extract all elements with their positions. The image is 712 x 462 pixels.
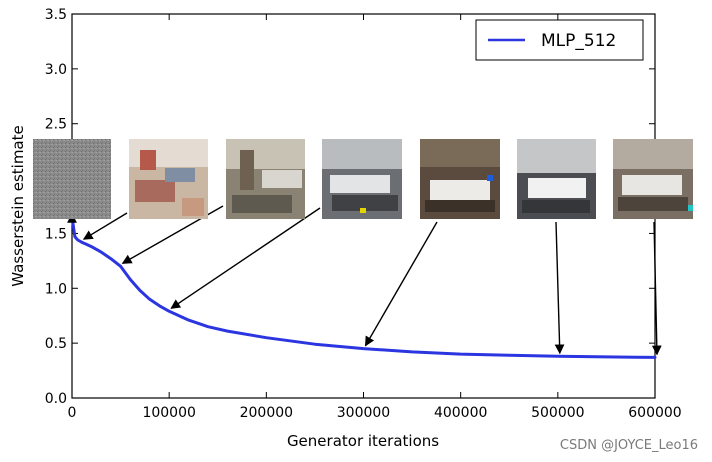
y-tick-label: 1.0 (45, 281, 67, 297)
y-tick-label: 3.5 (45, 7, 67, 23)
y-tick-label: 2.5 (45, 117, 67, 133)
x-tick-label: 0 (68, 405, 77, 421)
sample-image-bedroom-3 (613, 139, 693, 219)
y-tick-label: 0.0 (45, 391, 67, 407)
legend-label: MLP_512 (541, 31, 616, 51)
x-tick-label: 600000 (628, 405, 681, 421)
y-axis-label: Wasserstein estimate (9, 125, 27, 286)
sample-image-room-1 (322, 139, 402, 219)
x-tick-label: 200000 (240, 405, 293, 421)
y-tick-label: 1.5 (45, 226, 67, 242)
x-tick-label: 300000 (337, 405, 390, 421)
x-axis-label: Generator iterations (287, 432, 439, 450)
series-line-mlp512 (70, 215, 657, 359)
x-tick-label: 400000 (434, 405, 487, 421)
sample-image-early (129, 139, 208, 219)
x-tick-label: 500000 (531, 405, 584, 421)
sample-image-bedroom-1 (420, 139, 500, 219)
annotation-arrow-bedroom-1 (364, 221, 438, 347)
sample-image-noise (33, 139, 111, 219)
sample-image-blurry-room (226, 139, 305, 219)
y-tick-label: 0.5 (45, 336, 67, 352)
x-tick-label: 100000 (142, 405, 195, 421)
watermark: CSDN @JOYCE_Leo16 (559, 438, 698, 453)
annotation-arrow-early (82, 212, 128, 240)
sample-image-bedroom-2 (517, 139, 596, 219)
annotation-arrow-room-1 (170, 207, 321, 309)
y-tick-label: 3.0 (45, 62, 67, 78)
sample-thumbnails (33, 139, 693, 219)
annotation-arrow-bedroom-2 (554, 221, 565, 355)
legend: MLP_512 (475, 19, 644, 61)
annotation-arrow-bedroom-3 (651, 221, 662, 356)
